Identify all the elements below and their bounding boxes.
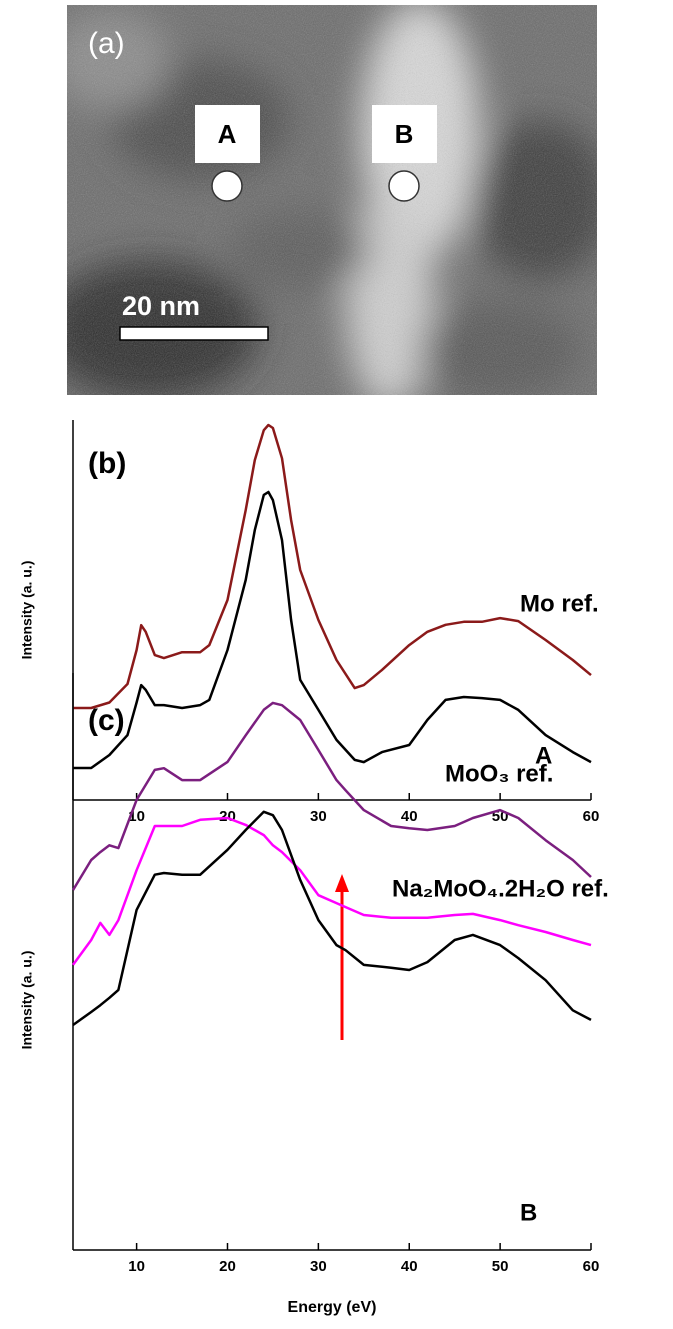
- series-line: [72, 810, 592, 1027]
- x-tick-label: 30: [310, 1258, 327, 1275]
- x-tick-label: 40: [401, 1258, 418, 1275]
- point-box: [372, 105, 437, 163]
- x-tick-label: 30: [310, 808, 327, 825]
- point-marker: [388, 170, 420, 202]
- x-tick-label: 10: [128, 1258, 145, 1275]
- point-label: B: [395, 119, 414, 149]
- x-tick-label: 20: [219, 808, 236, 825]
- series-line: [73, 490, 592, 770]
- series-label: B: [520, 1199, 537, 1226]
- x-tick-label: 20: [219, 1258, 236, 1275]
- series-label: A: [535, 742, 552, 769]
- scale-bar-label: 20 nm: [122, 291, 200, 321]
- point-box: [195, 105, 260, 163]
- y-axis-title: Intensity (a. u.): [19, 561, 35, 660]
- x-tick-label: 60: [583, 1258, 600, 1275]
- series-label: Mo ref.: [520, 590, 599, 617]
- panel-title: (c): [88, 704, 125, 737]
- arrow: [335, 874, 349, 1040]
- tem-image: (a) A B 20 nm: [67, 5, 597, 395]
- x-tick-label: 40: [401, 808, 418, 825]
- point-label: A: [218, 119, 237, 149]
- y-axis-title: Intensity (a. u.): [19, 951, 35, 1050]
- scale-bar: [119, 326, 269, 341]
- x-tick-label: 60: [583, 808, 600, 825]
- panel-label: (a): [88, 27, 125, 60]
- series-label: Na₂MoO₄.2H₂O ref.: [392, 875, 609, 902]
- series-line: [73, 423, 592, 710]
- series-label: MoO₃ ref.: [445, 760, 553, 787]
- x-axis-title: Energy (eV): [288, 1299, 377, 1316]
- series-line: [71, 816, 592, 966]
- point-marker: [211, 170, 243, 202]
- panel-title: (b): [88, 447, 126, 480]
- series-line: [71, 701, 592, 891]
- x-tick-label: 50: [492, 1258, 509, 1275]
